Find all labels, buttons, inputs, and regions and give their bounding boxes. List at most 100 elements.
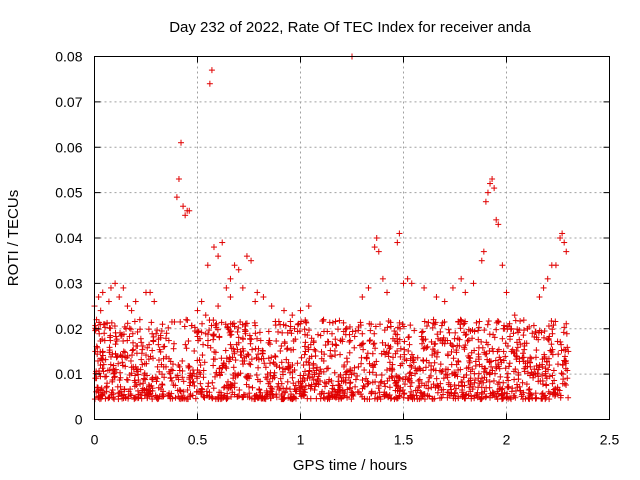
data-point	[119, 362, 126, 369]
data-point	[494, 381, 501, 388]
data-point	[140, 380, 147, 387]
data-point	[470, 280, 477, 287]
data-point	[335, 373, 342, 380]
data-point	[322, 342, 329, 349]
data-point	[296, 390, 303, 397]
data-point	[525, 394, 532, 401]
data-point	[305, 303, 312, 310]
data-point	[287, 323, 294, 330]
data-point	[424, 343, 431, 350]
data-point	[476, 318, 483, 325]
data-point	[133, 342, 140, 349]
data-point	[372, 323, 379, 330]
data-point	[555, 351, 562, 358]
data-point	[297, 387, 304, 394]
data-point	[182, 212, 189, 219]
data-point	[397, 345, 404, 352]
data-point	[408, 351, 415, 358]
data-point	[437, 328, 444, 335]
data-point	[363, 354, 370, 361]
data-point	[464, 338, 471, 345]
data-point	[117, 383, 124, 390]
data-point	[438, 368, 445, 375]
data-point	[119, 359, 126, 366]
data-point	[118, 388, 125, 395]
data-point	[183, 345, 190, 352]
data-point	[406, 341, 413, 348]
y-tick-label: 0.02	[55, 321, 82, 337]
data-point	[366, 338, 373, 345]
data-point	[544, 336, 551, 343]
data-point	[412, 365, 419, 372]
data-point	[101, 330, 108, 337]
data-point	[434, 389, 441, 396]
data-point	[128, 392, 135, 399]
data-point	[397, 384, 404, 391]
data-point	[317, 366, 324, 373]
data-point	[475, 324, 482, 331]
data-point	[194, 357, 201, 364]
data-point	[496, 365, 503, 372]
data-point	[206, 393, 213, 400]
data-point	[132, 393, 139, 400]
data-point	[527, 391, 534, 398]
data-point	[300, 391, 307, 398]
data-point	[562, 347, 569, 354]
y-tick-label: 0	[75, 412, 83, 428]
data-point	[345, 374, 352, 381]
data-point	[148, 319, 155, 326]
data-point	[138, 395, 145, 402]
data-point	[167, 370, 174, 377]
data-point	[312, 352, 319, 359]
data-point	[467, 368, 474, 375]
data-point	[481, 327, 488, 334]
data-point	[320, 318, 327, 325]
data-point	[347, 337, 354, 344]
data-point	[312, 383, 319, 390]
data-point	[450, 343, 457, 350]
data-point	[177, 318, 184, 325]
data-point	[532, 354, 539, 361]
data-point	[480, 368, 487, 375]
data-point	[480, 379, 487, 386]
x-tick-label: 0.5	[188, 432, 208, 448]
data-point	[226, 358, 233, 365]
data-point	[218, 319, 225, 326]
data-point	[499, 262, 506, 269]
data-point	[526, 323, 533, 330]
data-point	[290, 380, 297, 387]
data-point	[529, 330, 536, 337]
data-point	[461, 382, 468, 389]
data-point	[235, 324, 242, 331]
data-point	[389, 354, 396, 361]
data-point	[116, 389, 123, 396]
data-point	[297, 307, 304, 314]
data-point	[458, 275, 465, 282]
data-point	[477, 396, 484, 403]
data-point	[426, 359, 433, 366]
data-point	[367, 327, 374, 334]
y-tick-labels: 0 0.01 0.02 0.03 0.04 0.05 0.06 0.07 0.08	[55, 49, 82, 428]
data-point	[329, 330, 336, 337]
data-point	[346, 368, 353, 375]
data-point	[102, 324, 109, 331]
data-point	[262, 364, 269, 371]
y-tick-label: 0.01	[55, 366, 82, 382]
data-point	[101, 389, 108, 396]
data-point	[157, 334, 164, 341]
y-tick-label: 0.06	[55, 139, 82, 155]
data-point	[542, 372, 549, 379]
data-point	[346, 349, 353, 356]
data-point	[370, 341, 377, 348]
data-point	[475, 336, 482, 343]
x-axis-title: GPS time / hours	[293, 457, 407, 474]
data-point	[466, 384, 473, 391]
data-point	[555, 361, 561, 368]
data-point	[208, 67, 215, 74]
data-point	[150, 338, 157, 345]
data-point	[565, 394, 572, 401]
data-point	[434, 349, 441, 356]
data-point	[234, 346, 241, 353]
data-point	[112, 333, 119, 340]
data-point	[371, 244, 378, 251]
